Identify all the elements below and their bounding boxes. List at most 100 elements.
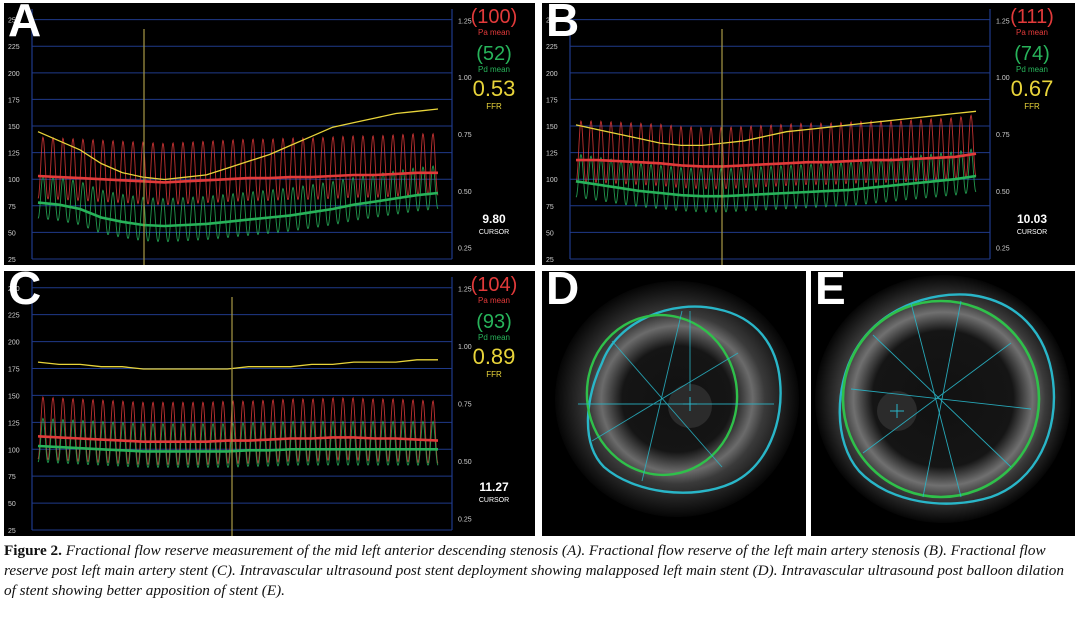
panel-b-ffr-chart: 25 50 75 100 125 150 175 200 225 250 0.25 0.50 0.75 1… [542, 3, 1075, 265]
y-tick-label: 75 [8, 474, 16, 481]
ffr-tick-label: 0.75 [458, 132, 472, 139]
pd-mean-label: Pd mean [1016, 65, 1048, 74]
ffr-value: 0.89 [473, 344, 516, 369]
pd-mean-value: (74) [1014, 43, 1050, 65]
measurement-line [910, 302, 962, 498]
ffr-label: FFR [1024, 102, 1040, 111]
panel-label: E [815, 271, 846, 314]
stent-border [585, 313, 739, 477]
ivus-image [542, 271, 806, 536]
ffr-line [575, 110, 977, 147]
measurement-line [850, 388, 1032, 410]
pa-phasic-trace [37, 132, 439, 206]
y-tick-label: 25 [8, 528, 16, 535]
pd-mean-line [37, 191, 439, 228]
ffr-tick-label: 1.00 [458, 75, 472, 82]
crosshair-icon [890, 404, 904, 418]
y-tick-label: 175 [8, 97, 20, 104]
measurement-line [611, 340, 723, 468]
pa-phasic-trace [575, 114, 977, 190]
measurement-line [922, 300, 962, 498]
ffr-tick-label: 1.25 [458, 18, 472, 25]
pd-phasic-trace [575, 148, 977, 213]
cursor-label: CURSOR [479, 229, 509, 236]
measurement-lines [850, 300, 1032, 498]
ffr-label: FFR [486, 102, 502, 111]
pa-mean-label: Pa mean [478, 28, 510, 37]
panel-e-ivus-image: E [811, 271, 1075, 536]
y-tick-label: 75 [8, 204, 16, 211]
y-tick-label: 100 [546, 177, 558, 184]
y-tick-label: 225 [8, 44, 20, 51]
ffr-chart-svg: 25 50 75 100 125 150 175 200 225 250 0.25 0.50 0.75 1… [8, 274, 518, 536]
y-tick-label: 125 [8, 420, 20, 427]
ffr-tick-label: 0.75 [458, 402, 472, 409]
pd-mean-label: Pd mean [478, 65, 510, 74]
pa-mean-line [37, 171, 438, 184]
y-tick-label: 50 [8, 501, 16, 508]
ffr-tick-label: 1.25 [458, 287, 472, 294]
pa-mean-value: (100) [471, 6, 518, 28]
panel-a-ffr-chart: 25 50 75 100 125 150 175 200 225 250 0.25 0.50 0.75 1… [4, 3, 535, 265]
y-tick-label: 50 [8, 230, 16, 237]
cursor-label: CURSOR [479, 497, 509, 504]
caption-text: Fractional flow reserve measurement of t… [4, 542, 1064, 599]
panel-label: B [546, 3, 580, 46]
panel-label: A [8, 3, 42, 46]
crosshair-icon [683, 397, 697, 411]
ffr-line [37, 359, 438, 370]
ivus-image [811, 271, 1075, 536]
y-tick-label: 125 [8, 151, 20, 158]
y-tick-label: 250 [8, 286, 20, 293]
pd-phasic-trace [37, 417, 439, 469]
ffr-tick-label: 0.25 [996, 246, 1010, 253]
pa-mean-line [37, 435, 439, 443]
y-tick-label: 75 [546, 204, 554, 211]
measurement-line [591, 352, 739, 442]
stent-border [841, 299, 1041, 499]
ffr-tick-label: 0.25 [458, 517, 472, 524]
y-tick-label: 100 [8, 447, 20, 454]
ffr-tick-label: 1.00 [996, 75, 1010, 82]
panel-label: D [546, 271, 580, 314]
y-tick-label: 250 [8, 18, 20, 25]
y-tick-label: 50 [546, 230, 554, 237]
pd-mean-value: (93) [476, 311, 512, 333]
pd-phasic-trace [37, 165, 439, 243]
y-tick-label: 225 [8, 313, 20, 320]
panel-label: C [8, 271, 42, 314]
pd-mean-label: Pd mean [478, 333, 510, 342]
panel-c-ffr-chart: 25 50 75 100 125 150 175 200 225 250 0.25 0.50 0.75 1… [4, 271, 535, 536]
y-tick-label: 25 [546, 257, 554, 264]
vessel-border [838, 293, 1056, 505]
vessel-border [586, 305, 782, 494]
y-tick-label: 200 [8, 71, 20, 78]
pa-phasic-trace [37, 395, 439, 466]
panel-d-ivus-image: D [542, 271, 806, 536]
y-tick-label: 175 [546, 97, 558, 104]
y-tick-label: 225 [546, 44, 558, 51]
ffr-tick-label: 0.50 [458, 459, 472, 466]
y-tick-label: 150 [8, 124, 20, 131]
ffr-chart-svg: 25 50 75 100 125 150 175 200 225 250 0.25 0.50 0.75 1… [546, 6, 1054, 265]
ffr-tick-label: 1.25 [996, 18, 1010, 25]
pa-mean-value: (111) [1010, 6, 1054, 28]
figure-caption: Figure 2. Fractional flow reserve measur… [4, 541, 1076, 601]
y-tick-label: 200 [8, 340, 20, 347]
cursor-value: 9.80 [482, 212, 506, 226]
pa-mean-value: (104) [471, 274, 518, 296]
y-tick-label: 150 [8, 393, 20, 400]
measurement-line [862, 342, 1012, 454]
pa-mean-line [576, 152, 977, 168]
ffr-tick-label: 0.25 [458, 246, 472, 253]
pa-mean-label: Pa mean [478, 296, 510, 305]
y-tick-label: 150 [546, 124, 558, 131]
ffr-tick-label: 0.50 [458, 189, 472, 196]
ffr-line [37, 108, 439, 181]
measurement-line [641, 310, 683, 482]
measurement-lines [578, 310, 774, 482]
caption-label: Figure 2. [4, 542, 62, 559]
pd-mean-line [37, 444, 438, 453]
y-tick-label: 175 [8, 367, 20, 374]
ffr-tick-label: 0.75 [996, 132, 1010, 139]
